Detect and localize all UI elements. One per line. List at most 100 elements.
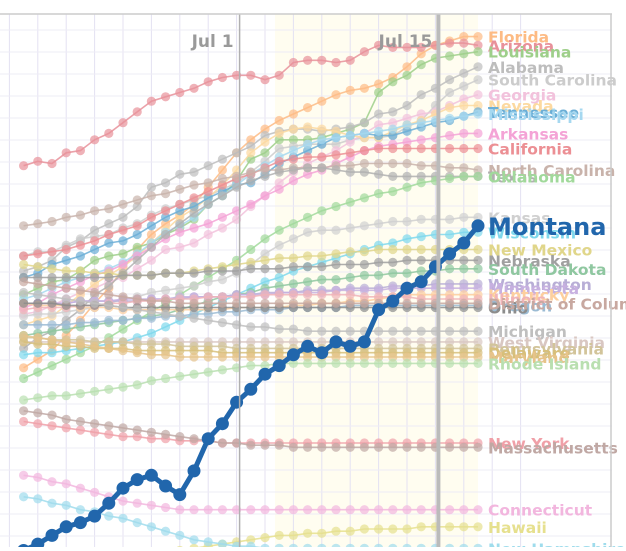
series-point <box>132 195 142 205</box>
series-point <box>303 139 313 149</box>
series-point <box>161 350 171 360</box>
series-point <box>459 326 469 336</box>
series-point <box>288 124 298 134</box>
highlight-point <box>116 481 130 495</box>
series-point <box>19 330 29 341</box>
series-point <box>345 247 355 257</box>
series-point <box>345 442 355 452</box>
series-point <box>146 313 156 323</box>
series-point <box>274 178 284 188</box>
series-point <box>445 326 455 336</box>
series-point <box>146 191 156 201</box>
series-point <box>317 152 327 162</box>
series-point <box>445 38 455 48</box>
series-point <box>246 505 256 515</box>
series-point <box>274 135 284 145</box>
series-point <box>246 322 256 332</box>
series-point <box>189 346 199 356</box>
series-point <box>317 124 327 134</box>
series-point <box>445 298 455 308</box>
series-point <box>388 143 398 154</box>
series-end-label: Arkansas <box>488 125 568 143</box>
series-point <box>132 264 142 274</box>
series-point <box>61 391 71 401</box>
series-point <box>19 416 29 427</box>
series-point <box>416 49 426 59</box>
series-point <box>132 229 142 240</box>
series-point <box>33 309 43 319</box>
series-point <box>473 326 483 336</box>
series-point <box>33 408 43 418</box>
series-point <box>345 122 355 132</box>
series-point <box>104 337 114 347</box>
series-point <box>19 298 29 308</box>
series-end-label: Oregon <box>488 297 552 315</box>
highlight-point <box>286 348 300 362</box>
series-point <box>175 283 185 293</box>
series-point <box>374 219 384 229</box>
series-point <box>203 537 213 547</box>
series-point <box>374 505 384 515</box>
series-point <box>75 318 85 328</box>
series-point <box>388 358 398 368</box>
series-point <box>118 315 128 325</box>
series-point <box>189 505 199 515</box>
series-point <box>203 505 213 515</box>
series-end-label: Florida <box>488 29 549 47</box>
series-point <box>402 216 412 227</box>
series-point <box>161 219 171 229</box>
series-point <box>246 244 256 255</box>
series-point <box>104 429 114 439</box>
series-point <box>331 326 341 336</box>
series-point <box>473 47 483 57</box>
series-point <box>260 533 270 543</box>
series-point <box>146 287 156 298</box>
series-point <box>374 524 384 534</box>
series-point <box>33 272 43 283</box>
highlight-point <box>386 294 400 308</box>
series-end-label: Kentucky <box>488 287 569 305</box>
series-point <box>132 221 142 231</box>
series-point <box>75 296 85 306</box>
highlight-point <box>159 479 173 493</box>
series-end-label: Oklahoma <box>488 168 576 186</box>
series-point <box>459 212 469 222</box>
highlight-point <box>272 359 286 373</box>
series-point <box>146 427 156 437</box>
series-point <box>246 257 256 267</box>
series-point <box>246 176 256 186</box>
series-point <box>217 341 227 351</box>
series-point <box>416 90 426 100</box>
series-point <box>61 244 71 255</box>
series-point <box>33 393 43 403</box>
series-point <box>146 96 156 106</box>
series-point <box>118 337 128 347</box>
series-point <box>331 358 341 368</box>
series-point <box>459 358 469 368</box>
series-point <box>473 442 483 452</box>
series-point <box>388 524 398 534</box>
series-point <box>61 320 71 330</box>
series-point <box>19 406 29 416</box>
series-point <box>388 326 398 336</box>
series-end-label: Georgia <box>488 87 556 105</box>
series-point <box>203 161 213 171</box>
series-point <box>303 298 313 308</box>
series-point <box>132 339 142 349</box>
series-point <box>274 128 284 138</box>
series-end-label: New York <box>488 435 570 453</box>
series-point <box>288 358 298 368</box>
series-point <box>189 434 199 444</box>
series-point <box>260 171 270 181</box>
series-point <box>189 223 199 233</box>
series-point <box>317 206 327 216</box>
series-point <box>47 247 57 257</box>
series-point <box>317 442 327 452</box>
series-point <box>331 139 341 149</box>
series-point <box>473 212 483 222</box>
series-point <box>459 505 469 515</box>
series-point <box>203 298 213 308</box>
series-point <box>104 272 114 283</box>
